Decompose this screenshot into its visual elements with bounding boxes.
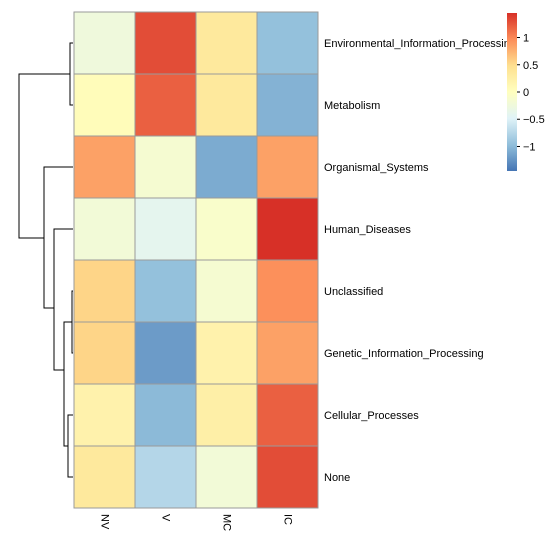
heatmap-cell xyxy=(195,445,258,509)
dendrogram-branch xyxy=(69,42,73,106)
heatmap-cell xyxy=(256,445,319,509)
heatmap-cell xyxy=(73,11,136,75)
row-label: Cellular_Processes xyxy=(324,410,419,422)
heatmap-cell xyxy=(195,259,258,323)
row-label: Environmental_Information_Processing xyxy=(324,38,516,50)
legend-color-bar xyxy=(507,13,517,171)
heatmap-cell xyxy=(134,259,197,323)
column-label: IC xyxy=(282,514,294,525)
heatmap-cell xyxy=(195,135,258,199)
heatmap-cell xyxy=(256,383,319,447)
legend-tick-label: 1 xyxy=(523,33,529,45)
heatmap-cell xyxy=(73,135,136,199)
heatmap-cell xyxy=(256,73,319,137)
column-label: MC xyxy=(221,514,233,531)
color-legend: 1 0.5 0 −0.5 −1 xyxy=(507,13,545,171)
legend-tick-label: 0.5 xyxy=(523,60,538,72)
row-label: Genetic_Information_Processing xyxy=(324,348,484,360)
row-label: Metabolism xyxy=(324,100,380,112)
heatmap-cell xyxy=(73,197,136,261)
heatmap-cell xyxy=(134,11,197,75)
heatmap-cell xyxy=(134,321,197,385)
column-labels: NV V MC IC xyxy=(99,514,294,531)
heatmap-cells xyxy=(73,11,319,509)
heatmap-cell xyxy=(256,135,319,199)
row-labels: Environmental_Information_Processing Meta… xyxy=(324,38,516,484)
heatmap-cell xyxy=(134,445,197,509)
heatmap-cell xyxy=(195,73,258,137)
heatmap-cell xyxy=(256,259,319,323)
legend-tick-label: −0.5 xyxy=(523,114,545,126)
heatmap-cell xyxy=(256,321,319,385)
column-label: V xyxy=(160,514,172,522)
heatmap-cell xyxy=(195,321,258,385)
heatmap-cell xyxy=(256,197,319,261)
heatmap-cell xyxy=(195,197,258,261)
legend-tick-label: −1 xyxy=(523,141,536,153)
heatmap-cell xyxy=(134,135,197,199)
heatmap-cell xyxy=(134,197,197,261)
dendrogram-branch xyxy=(63,321,72,447)
row-dendrogram xyxy=(18,42,73,478)
heatmap-cell xyxy=(73,383,136,447)
dendrogram-branch xyxy=(18,73,70,239)
heatmap-cell xyxy=(134,383,197,447)
heatmap-cell xyxy=(134,73,197,137)
dendrogram-branch xyxy=(53,228,73,371)
heatmap-cell xyxy=(195,11,258,75)
dendrogram-branch xyxy=(67,414,73,478)
dendrogram-branch xyxy=(71,290,73,354)
row-label: Organismal_Systems xyxy=(324,162,429,174)
heatmap-cell xyxy=(73,445,136,509)
heatmap-cell xyxy=(256,11,319,75)
column-label: NV xyxy=(99,514,111,530)
heatmap-cell xyxy=(73,321,136,385)
heatmap-cell xyxy=(73,73,136,137)
legend-tick-label: 0 xyxy=(523,87,529,99)
row-label: Unclassified xyxy=(324,286,383,298)
heatmap-cell xyxy=(195,383,258,447)
row-label: None xyxy=(324,472,350,484)
row-label: Human_Diseases xyxy=(324,224,411,236)
heatmap-cell xyxy=(73,259,136,323)
dendrogram-branch xyxy=(43,166,73,309)
